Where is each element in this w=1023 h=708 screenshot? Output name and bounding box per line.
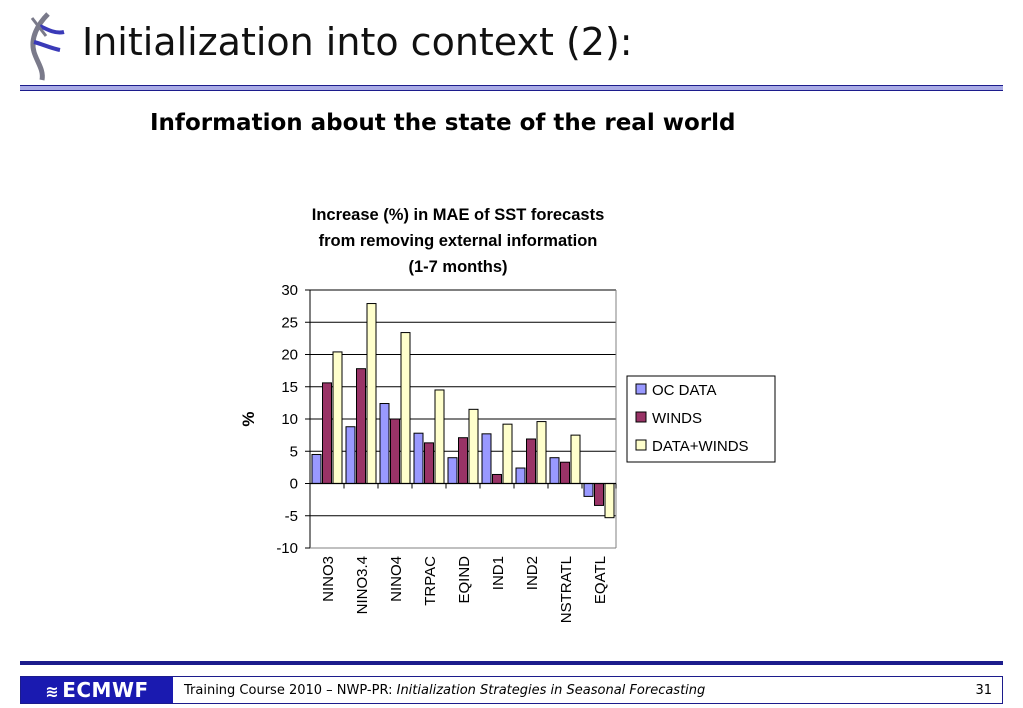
y-tick-label: 25 [281,314,298,331]
y-tick-labels: 30 25 20 15 10 5 0 -5 -10 [276,282,298,557]
chart-bars [311,303,615,519]
bar-data-winds-nino4 [400,332,411,484]
chart-title-line-0: Increase (%) in MAE of SST forecasts [312,206,605,224]
y-axis-label: % [239,411,258,426]
chart-legend: OC DATA WINDS DATA+WINDS [626,375,776,463]
ecmwf-wave-icon: ≋ [45,682,60,701]
x-tick-label: NINO4 [388,556,405,602]
chart-title: Increase (%) in MAE of SST forecasts from… [312,206,605,276]
bar-oc-data-nino3 [311,453,322,485]
bar-oc-data-eqind [447,457,458,485]
x-tick-label: IND1 [490,556,507,590]
footer: ≋ ECMWF Training Course 2010 – NWP-PR: In… [20,676,1003,704]
chart-axes: % [239,289,617,549]
x-tick-label: EQATL [592,556,609,604]
bar-data-winds-trpac [434,389,445,485]
chart-title-line-1: from removing external information [319,232,598,250]
x-tick-label: IND2 [524,556,541,590]
y-tick-label: 15 [281,379,298,396]
legend-box [626,375,776,463]
bar-winds-nino4 [390,418,400,484]
bar-oc-data-nino3-4 [345,426,356,484]
bar-winds-nstratl [560,461,570,484]
y-tick-label: 5 [290,443,298,460]
bar-oc-data-nstratl [549,457,560,485]
title-divider [20,85,1003,91]
bar-data-winds-eqind [468,408,479,485]
y-tick-label: -10 [276,540,298,557]
y-tick-label: 20 [281,347,298,364]
x-tick-label: TRPAC [422,556,439,606]
legend-label-2: DATA+WINDS [652,438,749,455]
slide-title: Initialization into context (2): [82,20,633,64]
bar-winds-trpac [424,442,434,484]
bar-oc-data-ind1 [481,433,492,484]
slide-subtitle: Information about the state of the real … [150,110,736,136]
bar-data-winds-eqatl [604,483,615,519]
bar-winds-eqatl [594,483,604,506]
bar-winds-eqind [458,437,468,484]
legend-swatch-0 [635,383,647,395]
x-tick-label: EQIND [456,556,473,604]
bar-oc-data-trpac [413,432,424,485]
x-tick-label: NSTRATL [558,556,575,623]
legend-swatch-1 [635,411,647,423]
chart-title-line-2: (1-7 months) [409,258,508,276]
bar-winds-nino3 [322,382,332,485]
ecmwf-logo: ≋ ECMWF [21,677,173,703]
legend-swatch-2 [635,439,647,451]
bar-data-winds-nstratl [570,434,581,484]
ecmwf-logo-text: ECMWF [62,678,149,702]
x-tick-label: NINO3.4 [354,556,371,614]
bar-winds-ind1 [492,473,502,485]
x-tick-labels: NINO3 NINO3.4 NINO4 TRPAC EQIND IND1 IND2 NSTRA… [320,556,609,623]
bar-data-winds-ind2 [536,421,547,484]
footer-course-title: Initialization Strategies in Seasonal Fo… [396,683,706,698]
y-tick-label: 10 [281,411,298,428]
bar-data-winds-nino3 [332,351,343,485]
legend-label-1: WINDS [652,410,702,427]
x-tick-label: NINO3 [320,556,337,602]
bar-winds-ind2 [526,438,536,484]
footer-divider [20,661,1003,665]
bar-oc-data-nino4 [379,403,390,484]
bar-data-winds-ind1 [502,423,513,485]
legend-label-0: OC DATA [652,382,716,399]
bar-winds-nino3-4 [356,368,366,484]
y-tick-label: -5 [285,508,298,525]
bar-data-winds-nino3-4 [366,303,377,485]
bar-chart: Increase (%) in MAE of SST forecasts from… [239,206,776,623]
footer-course: Training Course 2010 – NWP-PR: Initializ… [184,683,705,698]
bar-oc-data-ind2 [515,467,526,484]
y-tick-label: 30 [281,282,298,299]
bar-oc-data-eqatl [583,483,594,497]
y-tick-label: 0 [290,476,298,493]
page-number: 31 [975,683,992,698]
footer-course-label: Training Course 2010 – NWP-PR: [184,683,397,698]
ecmwf-emblem-icon [30,12,65,81]
